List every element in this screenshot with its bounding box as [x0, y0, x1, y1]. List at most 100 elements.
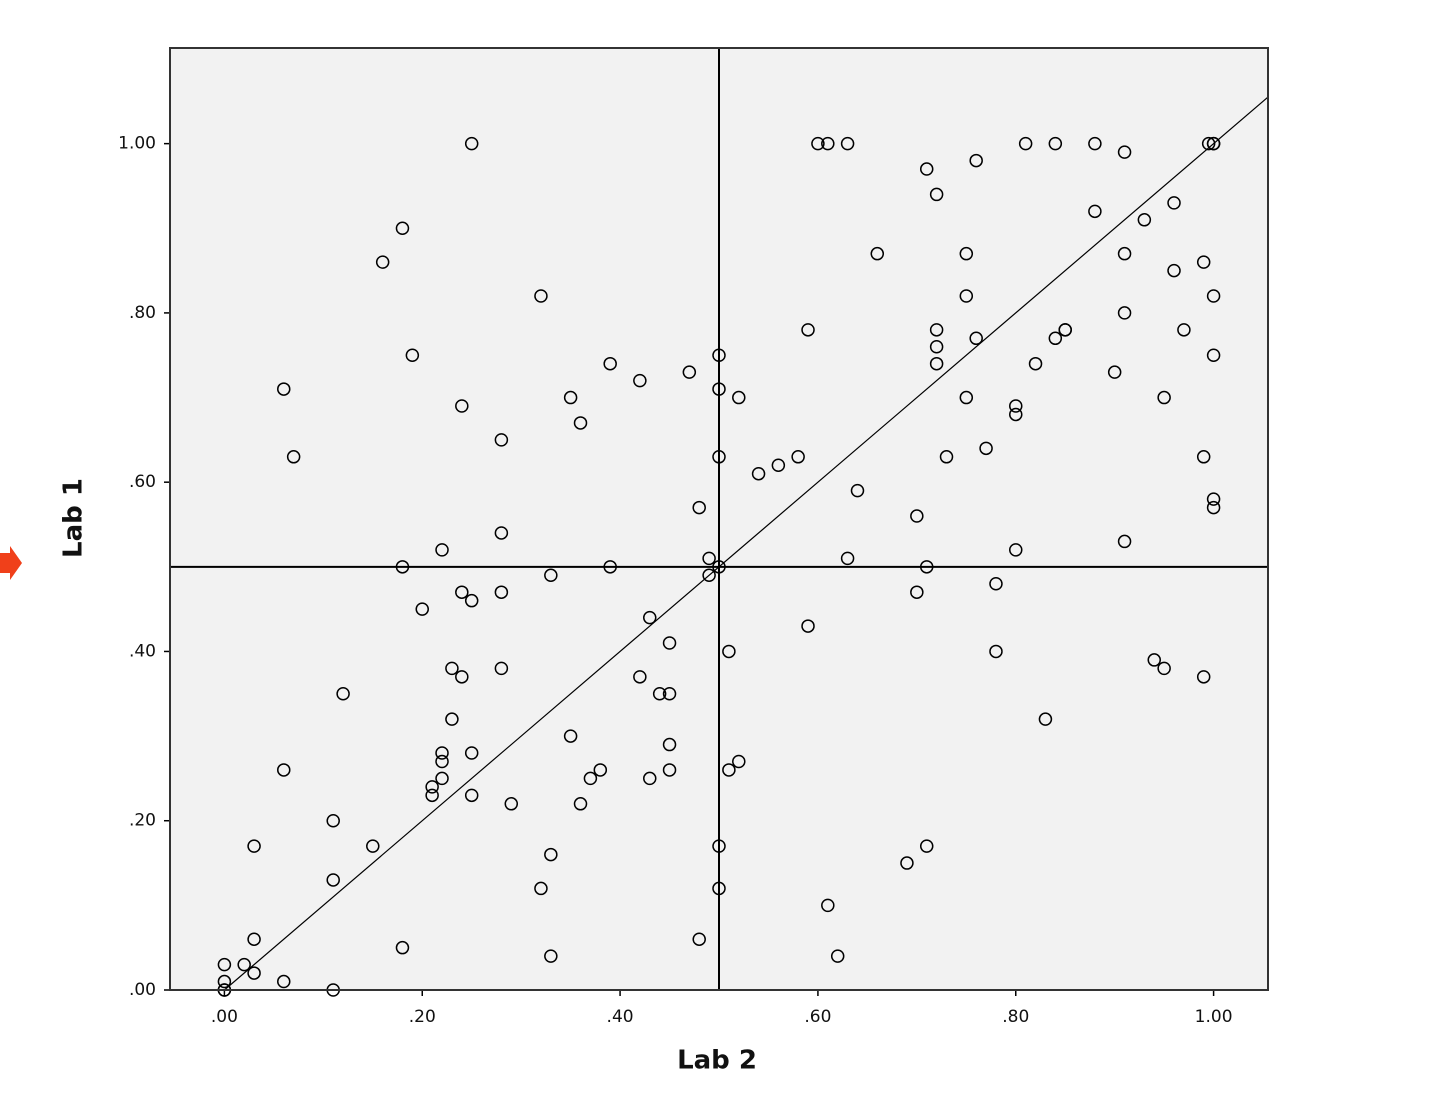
point [277, 974, 291, 989]
point [603, 356, 617, 371]
point [840, 136, 855, 151]
point [603, 560, 617, 574]
x-tick-label: .20 [409, 1007, 436, 1027]
point [1058, 323, 1072, 337]
point [534, 289, 548, 303]
point [929, 323, 944, 337]
point [326, 813, 340, 828]
x-tick-label: .00 [211, 1007, 238, 1027]
point [395, 560, 410, 574]
point [1177, 323, 1191, 337]
point [593, 763, 608, 777]
point [544, 568, 558, 583]
point [277, 763, 291, 777]
point [1206, 348, 1221, 362]
point [435, 754, 449, 769]
point [821, 136, 835, 151]
point [1038, 712, 1053, 726]
y-tick-label: .80 [129, 303, 156, 323]
point [662, 687, 677, 701]
point [464, 136, 479, 151]
y-tick-label: 1.00 [118, 134, 156, 154]
point [900, 856, 914, 870]
point [692, 500, 706, 515]
y-tick-label: .60 [129, 472, 156, 492]
point [1147, 653, 1161, 667]
point [445, 661, 459, 676]
point [633, 670, 647, 684]
point [366, 839, 380, 853]
point [455, 585, 469, 599]
point [573, 797, 588, 811]
point [771, 458, 786, 473]
point [821, 898, 835, 913]
point [732, 754, 746, 769]
point [455, 399, 469, 413]
point [1206, 289, 1221, 303]
point [811, 136, 825, 151]
point [919, 560, 934, 574]
point [919, 839, 934, 853]
point [445, 712, 459, 726]
point [929, 340, 944, 354]
point [583, 771, 598, 786]
point [732, 390, 746, 405]
point [652, 687, 667, 701]
point [326, 873, 340, 887]
point [712, 382, 726, 396]
x-tick-label: 1.00 [1195, 1007, 1233, 1027]
point [1088, 204, 1102, 219]
point [850, 483, 865, 498]
point [1028, 356, 1043, 371]
point [247, 966, 261, 980]
point [395, 940, 410, 955]
point [425, 780, 439, 794]
x-tick-label: .60 [804, 1007, 831, 1027]
point [563, 729, 578, 743]
point [692, 932, 706, 946]
point [494, 526, 509, 540]
point [939, 450, 954, 464]
point [1206, 136, 1221, 151]
point [1196, 255, 1211, 269]
point [1107, 365, 1122, 379]
point [405, 348, 420, 362]
point [919, 162, 934, 176]
point [989, 644, 1003, 659]
point [1048, 331, 1063, 346]
point [1117, 534, 1132, 549]
point [1157, 661, 1171, 676]
point [277, 382, 291, 396]
point [959, 246, 974, 261]
point [1196, 670, 1211, 684]
point [1167, 263, 1181, 278]
point [1018, 136, 1033, 151]
y-tick-label: .00 [129, 980, 156, 1000]
point [217, 974, 232, 989]
point [237, 957, 251, 972]
identity-line [224, 96, 1269, 991]
point [336, 687, 350, 701]
point [702, 568, 716, 583]
point [544, 949, 558, 963]
point [959, 390, 974, 405]
y-tick-label: .40 [129, 641, 156, 661]
point [959, 289, 974, 303]
point [929, 187, 944, 202]
x-tick-label: .80 [1002, 1007, 1029, 1027]
point [870, 246, 885, 261]
point [286, 450, 301, 464]
point [643, 610, 657, 625]
point [455, 670, 469, 684]
point [722, 763, 736, 777]
point [712, 839, 726, 853]
point [1009, 407, 1023, 422]
point [395, 221, 410, 236]
point [494, 585, 509, 599]
x-tick-label: .40 [607, 1007, 634, 1027]
point [801, 619, 815, 633]
y-axis-title: Lab 1 [59, 478, 89, 558]
point [1137, 213, 1152, 227]
plot-frame [169, 47, 1269, 991]
